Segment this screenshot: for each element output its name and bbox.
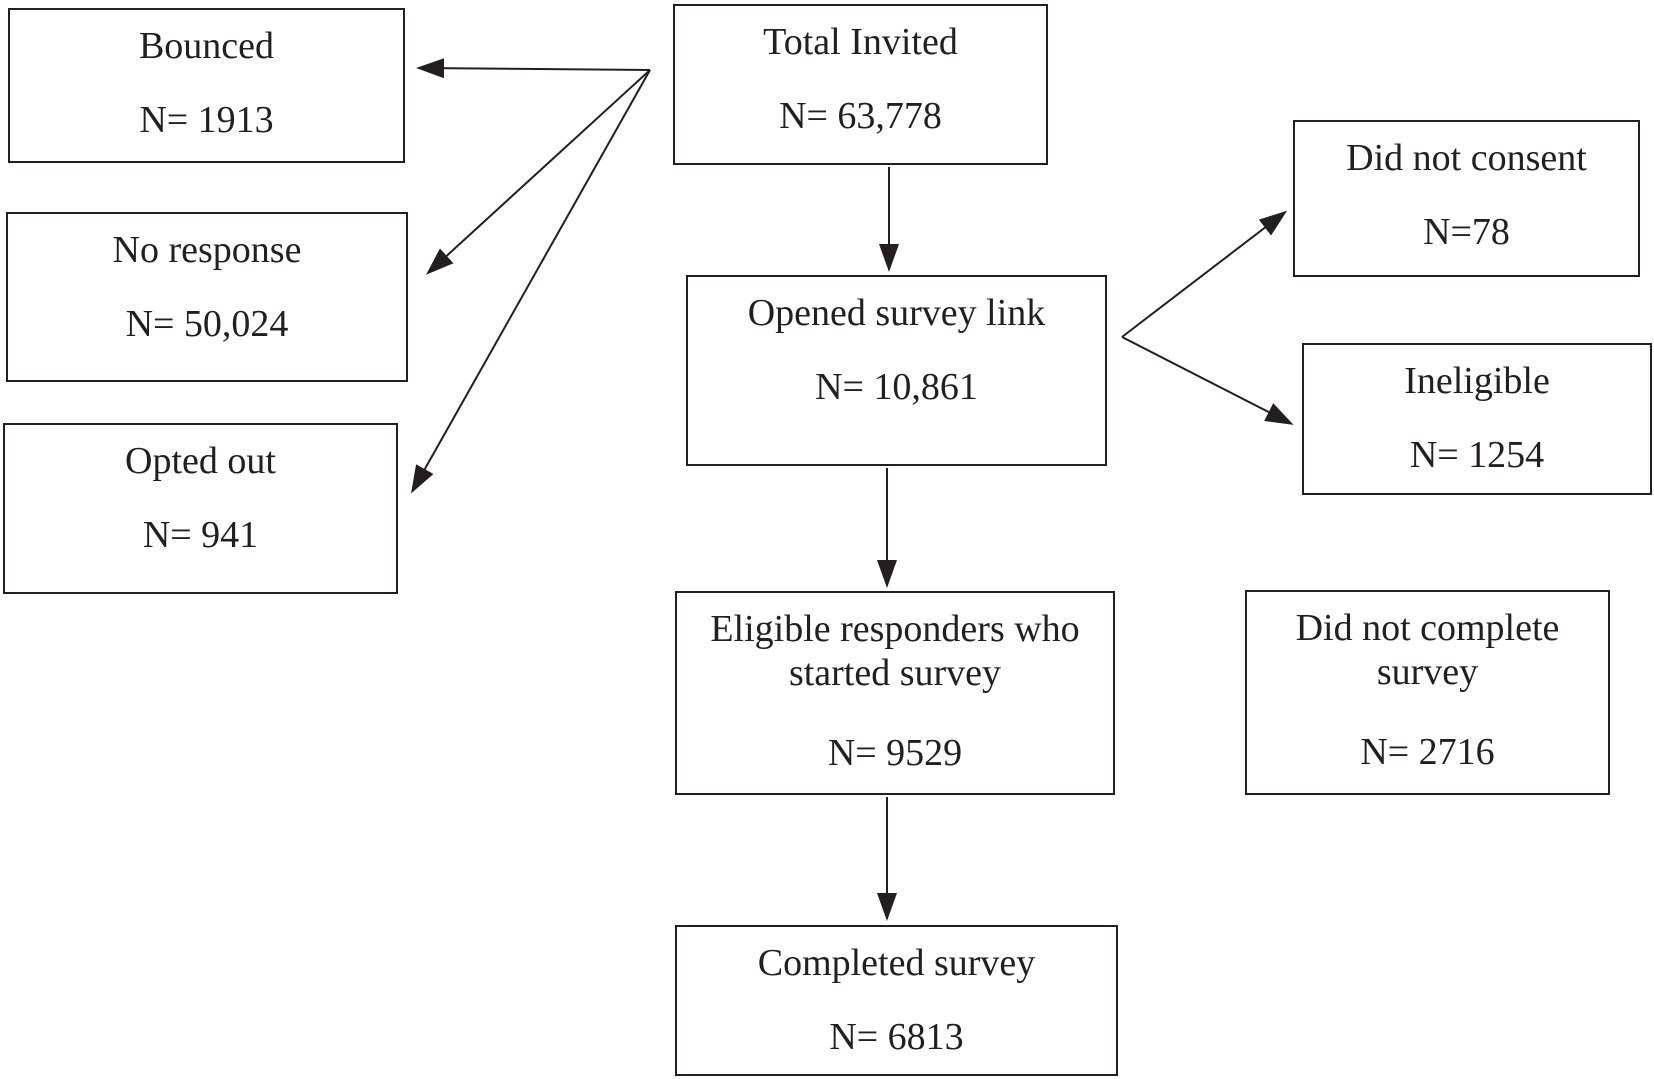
box-count: N= 50,024 [125,303,289,345]
arrow-total-invited-to-bounced [416,58,651,79]
box-label: No response [112,229,302,271]
box-label: Completed survey [757,942,1036,984]
box-count: N= 2716 [1360,731,1495,773]
arrow-total-invited-to-no-response [426,69,651,275]
flow-box-completed-survey: Completed survey N= 6813 [675,925,1118,1076]
arrow-opened-survey-to-ineligible [1121,336,1294,425]
box-count: N= 6813 [829,1016,964,1058]
flow-box-did-not-consent: Did not consent N=78 [1293,120,1640,277]
box-count: N= 1913 [139,99,274,141]
flow-box-opted-out: Opted out N= 941 [3,423,398,594]
box-label: Opened survey link [747,292,1046,334]
flow-box-no-response: No response N= 50,024 [6,212,408,382]
box-count: N= 10,861 [815,366,978,408]
box-count: N=78 [1423,211,1510,253]
box-label: Did not complete survey [1295,607,1560,693]
flow-box-eligible-responders: Eligible responders who started survey N… [675,591,1115,795]
box-count: N= 1254 [1409,434,1545,476]
flow-box-did-not-complete: Did not complete survey N= 2716 [1245,590,1610,795]
flow-box-opened-survey-link: Opened survey link N= 10,861 [686,275,1107,466]
flow-box-ineligible: Ineligible N= 1254 [1302,343,1652,495]
arrow-total-invited-to-opted-out [411,69,651,494]
flow-box-bounced: Bounced N= 1913 [8,8,405,163]
box-label: Ineligible [1404,360,1550,402]
box-label: Opted out [125,440,276,482]
box-label: Did not consent [1346,137,1587,179]
box-count: N= 9529 [827,732,963,774]
box-count: N= 941 [142,514,259,556]
box-label: Eligible responders who started survey [710,608,1080,694]
arrow-opened-survey-to-did-not-consent [1121,210,1288,338]
flow-box-total-invited: Total Invited N= 63,778 [673,4,1048,165]
box-count: N= 63,778 [779,95,942,137]
box-label: Bounced [138,25,275,67]
box-label: Total Invited [763,21,958,63]
